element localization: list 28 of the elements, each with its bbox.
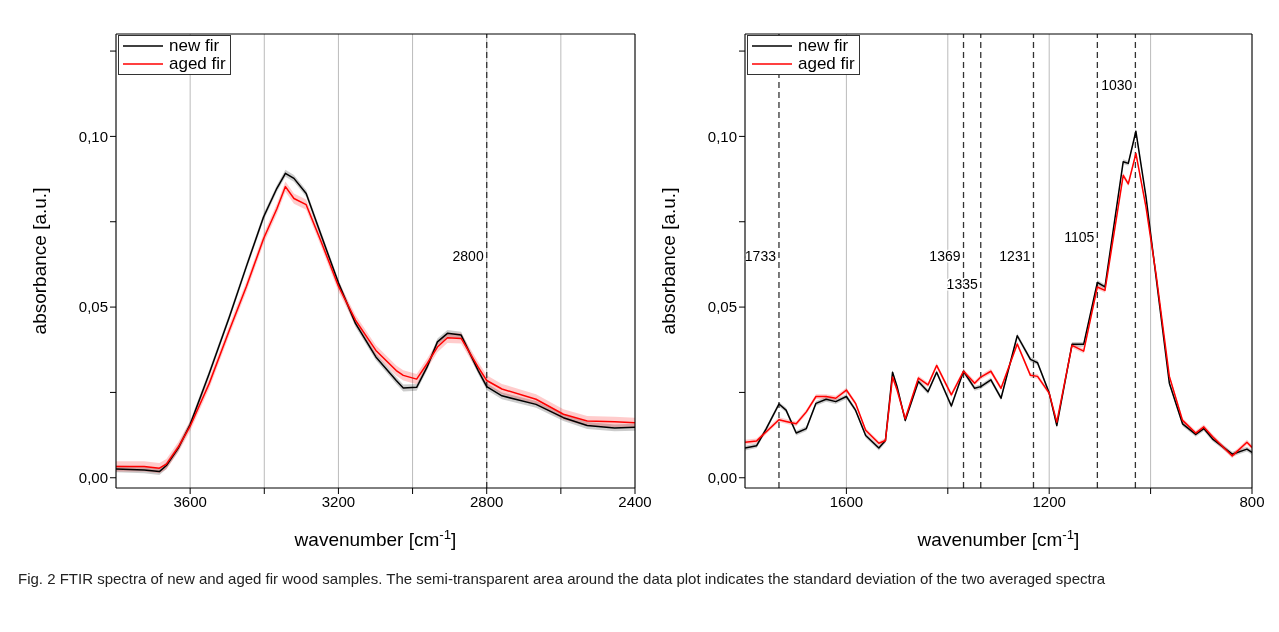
x-tick-label: 1200: [1032, 492, 1066, 510]
y-axis-title: absorbance [a.u.]: [28, 187, 50, 335]
legend-label: new fir: [169, 36, 220, 55]
y-tick-label: 0,00: [707, 469, 737, 487]
x-tick-label: 800: [1239, 492, 1265, 510]
x-axis-title: wavenumber [cm$^{-1}$]: [293, 526, 457, 550]
ref-line-label: 1030: [1101, 77, 1133, 94]
x-tick-label: 3200: [321, 492, 356, 510]
ref-line-label: 2800: [452, 248, 484, 264]
legend-label: aged fir: [798, 54, 855, 73]
legend-label: new fir: [798, 36, 849, 55]
y-tick-label: 0,05: [707, 298, 737, 316]
ref-line-label: 1369: [929, 248, 961, 264]
y-tick-label: 0,00: [78, 469, 108, 487]
x-axis-title: wavenumber [cm$^{-1}$]: [916, 526, 1080, 550]
x-tick-label: 2800: [470, 492, 504, 510]
y-tick-label: 0,10: [78, 127, 108, 145]
legend-label: aged fir: [169, 54, 226, 73]
x-tick-label: 2400: [618, 492, 652, 510]
y-axis-title: absorbance [a.u.]: [657, 187, 679, 335]
x-tick-label: 1600: [829, 492, 864, 510]
x-tick-label: 3600: [173, 492, 207, 510]
y-tick-label: 0,05: [78, 298, 108, 316]
ref-line-label: 1231: [999, 248, 1031, 264]
y-tick-label: 0,10: [707, 127, 737, 145]
caption: Fig. 2 FTIR spectra of new and aged fir wood samples. The semi-transparent area around the data plot indicates the standard deviation of the two averaged spectra: [17, 569, 1106, 589]
ref-line-label: 1335: [946, 276, 978, 292]
ref-line-label: 1105: [1064, 228, 1095, 245]
